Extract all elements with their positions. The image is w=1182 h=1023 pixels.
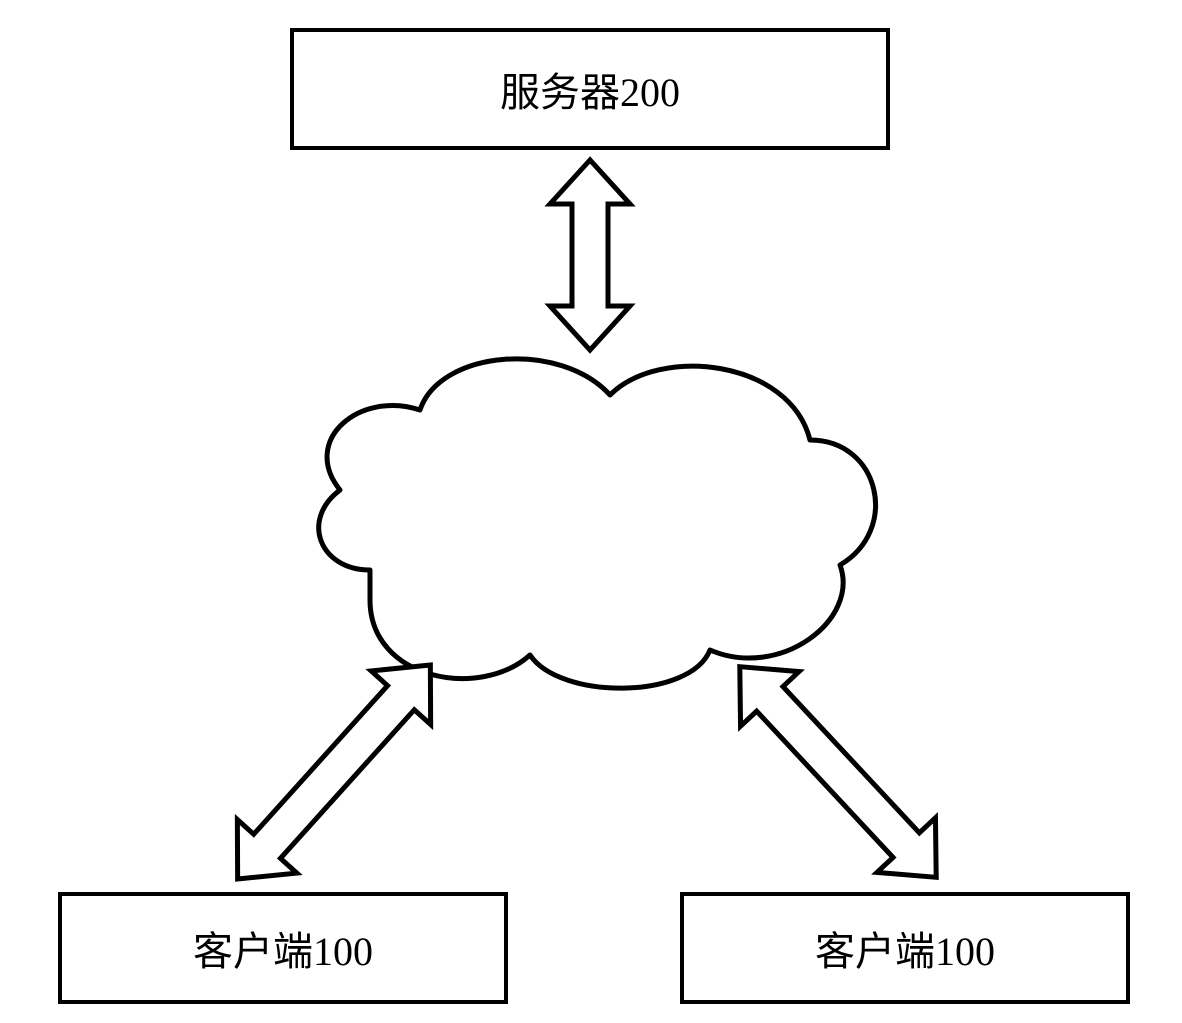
client-left-label: 客户端100 [193,919,373,977]
client-right-label: 客户端100 [815,919,995,977]
server-label: 服务器200 [500,60,680,118]
client-left-node: 客户端100 [58,892,508,1004]
arrow-network-client-right [711,639,966,904]
arrow-server-network [550,160,630,350]
diagram-canvas: 服务器200 客户端100 客户端100 网络300 [0,0,1182,1023]
arrow-network-client-left [208,638,460,906]
network-label: 网络300 [520,475,660,533]
client-right-node: 客户端100 [680,892,1130,1004]
server-node: 服务器200 [290,28,890,150]
